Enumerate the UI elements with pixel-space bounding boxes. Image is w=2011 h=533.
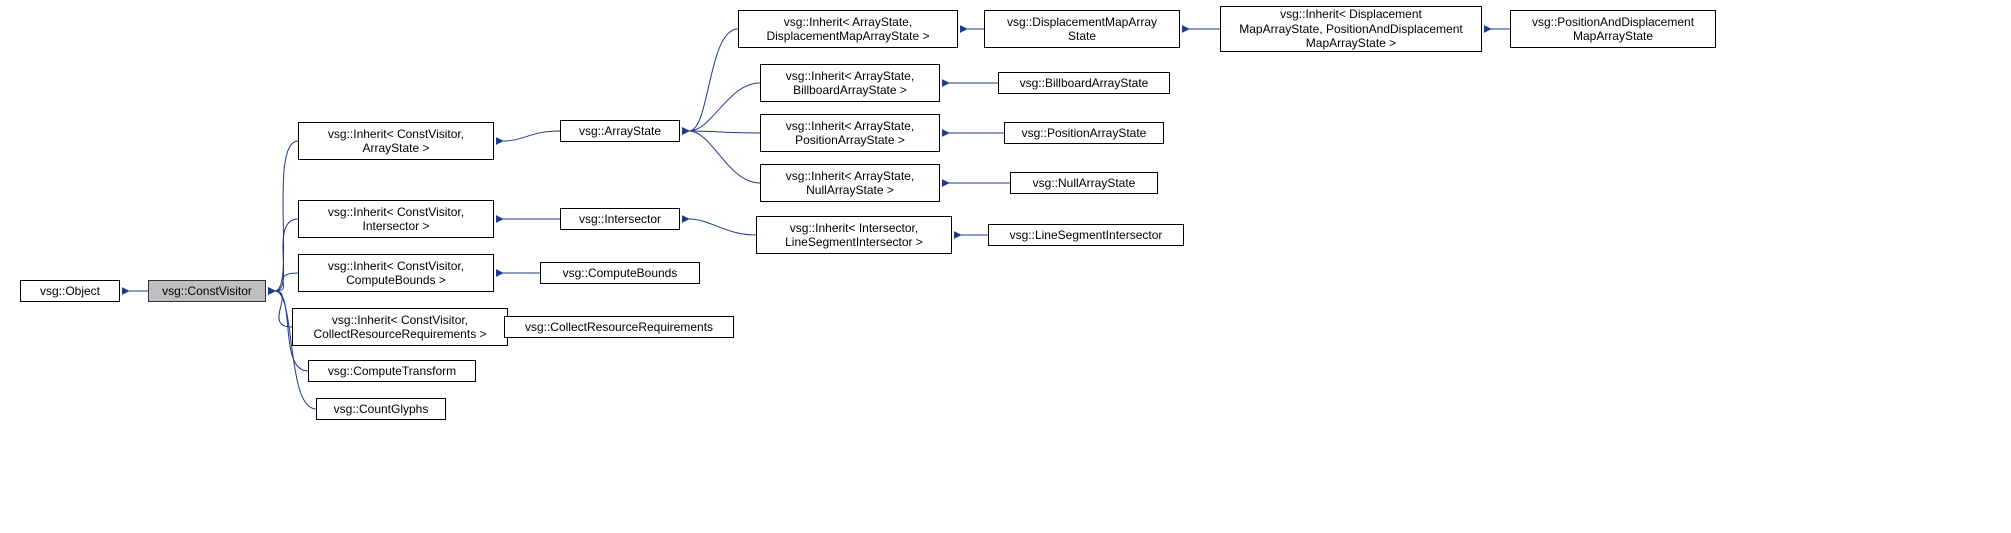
inheritance-edge — [689, 131, 760, 133]
class-label: vsg::ConstVisitor — [162, 284, 252, 298]
class-node-computebounds[interactable]: vsg::ComputeBounds — [540, 262, 700, 284]
class-node-collectres[interactable]: vsg::CollectResourceRequirements — [504, 316, 734, 338]
inheritance-edge — [275, 291, 292, 327]
class-node-object[interactable]: vsg::Object — [20, 280, 120, 302]
class-label: vsg::Inherit< ArrayState, NullArrayState… — [786, 169, 914, 198]
class-label: vsg::Inherit< Intersector, LineSegmentIn… — [785, 221, 923, 250]
inheritance-edge — [275, 141, 298, 291]
class-node-inh_dispmap[interactable]: vsg::Inherit< ArrayState, DisplacementMa… — [738, 10, 958, 48]
class-label: vsg::Intersector — [579, 212, 661, 226]
class-node-countglyphs[interactable]: vsg::CountGlyphs — [316, 398, 446, 420]
class-node-posdisp[interactable]: vsg::PositionAndDisplacement MapArraySta… — [1510, 10, 1716, 48]
class-label: vsg::Inherit< ConstVisitor, ArrayState > — [328, 127, 464, 156]
class-node-inh_posdisp[interactable]: vsg::Inherit< Displacement MapArrayState… — [1220, 6, 1482, 52]
inheritance-edge — [689, 83, 760, 131]
class-label: vsg::Inherit< ArrayState, PositionArrayS… — [786, 119, 914, 148]
class-label: vsg::CollectResourceRequirements — [525, 320, 713, 334]
inheritance-edge — [689, 29, 738, 131]
class-node-inh_billboard[interactable]: vsg::Inherit< ArrayState, BillboardArray… — [760, 64, 940, 102]
class-node-billboard[interactable]: vsg::BillboardArrayState — [998, 72, 1170, 94]
class-label: vsg::ArrayState — [579, 124, 661, 138]
class-label: vsg::LineSegmentIntersector — [1010, 228, 1163, 242]
inheritance-edge — [689, 219, 756, 235]
class-node-inh_intersector[interactable]: vsg::Inherit< ConstVisitor, Intersector … — [298, 200, 494, 238]
class-node-arraystate[interactable]: vsg::ArrayState — [560, 120, 680, 142]
class-label: vsg::ComputeBounds — [563, 266, 678, 280]
class-node-inh_position[interactable]: vsg::Inherit< ArrayState, PositionArrayS… — [760, 114, 940, 152]
class-label: vsg::ComputeTransform — [328, 364, 456, 378]
class-node-lineseg[interactable]: vsg::LineSegmentIntersector — [988, 224, 1184, 246]
class-label: vsg::DisplacementMapArray State — [1007, 15, 1157, 44]
class-node-inh_arraystate[interactable]: vsg::Inherit< ConstVisitor, ArrayState > — [298, 122, 494, 160]
class-label: vsg::BillboardArrayState — [1020, 76, 1149, 90]
class-node-constvisitor[interactable]: vsg::ConstVisitor — [148, 280, 266, 302]
class-label: vsg::Inherit< ConstVisitor, Intersector … — [328, 205, 464, 234]
class-node-null[interactable]: vsg::NullArrayState — [1010, 172, 1158, 194]
inheritance-edge — [275, 273, 298, 291]
class-node-dispmap[interactable]: vsg::DisplacementMapArray State — [984, 10, 1180, 48]
class-label: vsg::CountGlyphs — [334, 402, 429, 416]
class-label: vsg::PositionAndDisplacement MapArraySta… — [1532, 15, 1694, 44]
inheritance-edge — [689, 131, 760, 183]
class-label: vsg::Inherit< ConstVisitor, ComputeBound… — [328, 259, 464, 288]
inheritance-edge — [275, 219, 298, 291]
class-node-position[interactable]: vsg::PositionArrayState — [1004, 122, 1164, 144]
class-label: vsg::Inherit< Displacement MapArrayState… — [1239, 7, 1462, 50]
class-node-inh_null[interactable]: vsg::Inherit< ArrayState, NullArrayState… — [760, 164, 940, 202]
class-label: vsg::Inherit< ArrayState, BillboardArray… — [786, 69, 914, 98]
class-node-inh_lineseg[interactable]: vsg::Inherit< Intersector, LineSegmentIn… — [756, 216, 952, 254]
class-label: vsg::Inherit< ConstVisitor, CollectResou… — [313, 313, 486, 342]
class-label: vsg::NullArrayState — [1033, 176, 1136, 190]
class-node-computetransform[interactable]: vsg::ComputeTransform — [308, 360, 476, 382]
class-label: vsg::Inherit< ArrayState, DisplacementMa… — [766, 15, 929, 44]
inheritance-edge — [503, 131, 560, 141]
class-node-inh_collectres[interactable]: vsg::Inherit< ConstVisitor, CollectResou… — [292, 308, 508, 346]
class-node-intersector[interactable]: vsg::Intersector — [560, 208, 680, 230]
class-label: vsg::PositionArrayState — [1022, 126, 1147, 140]
class-node-inh_computebounds[interactable]: vsg::Inherit< ConstVisitor, ComputeBound… — [298, 254, 494, 292]
class-label: vsg::Object — [40, 284, 100, 298]
inheritance-diagram: vsg::Objectvsg::ConstVisitorvsg::Inherit… — [0, 0, 2011, 533]
